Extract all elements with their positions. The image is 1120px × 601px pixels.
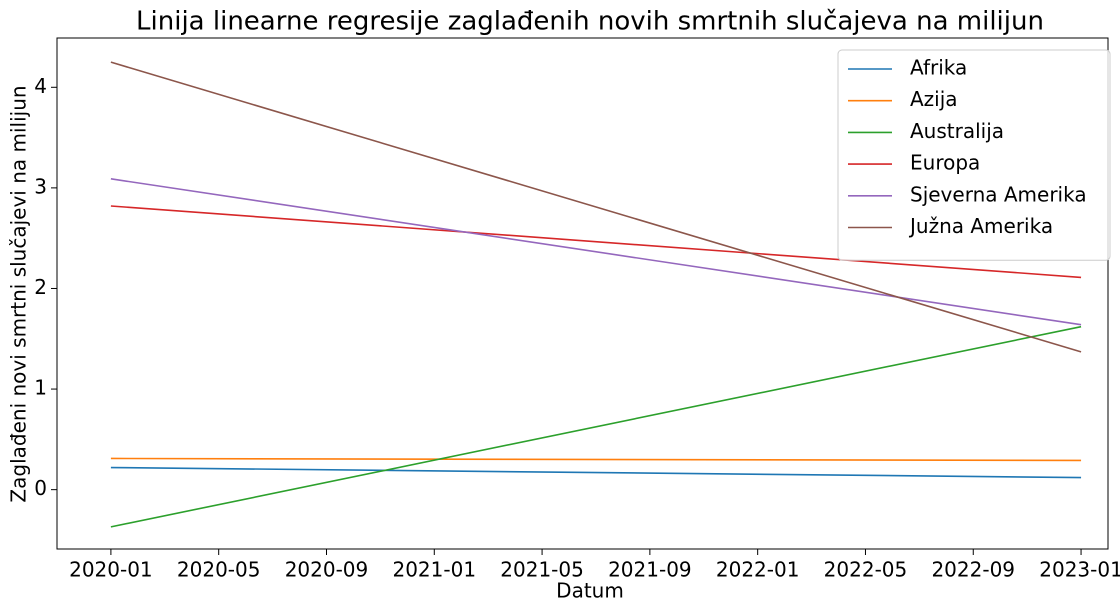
series-line: [110, 61, 1082, 353]
x-tick-label: 2023-01: [1039, 558, 1120, 582]
x-tick-label: 2021-01: [392, 558, 476, 582]
y-tick-label: 4: [34, 74, 47, 98]
legend-label: Sjeverna Amerika: [910, 182, 1087, 206]
legend-label: Europa: [910, 151, 980, 175]
x-tick-label: 2020-01: [69, 558, 153, 582]
x-tick-label: 2021-05: [500, 558, 584, 582]
chart-title: Linija linearne regresije zaglađenih nov…: [136, 7, 1044, 37]
series-line: [110, 205, 1082, 279]
series-line: [110, 325, 1082, 528]
legend-box: [837, 49, 1111, 261]
x-axis-label: Datum: [556, 579, 624, 601]
series-line: [110, 178, 1082, 326]
x-tick-label: 2020-05: [177, 558, 261, 582]
x-tick-label: 2022-05: [824, 558, 908, 582]
x-tick-label: 2022-09: [931, 558, 1015, 582]
x-tick-label: 2020-09: [285, 558, 369, 582]
series-line: [110, 457, 1082, 462]
y-tick-label: 3: [34, 174, 47, 198]
y-tick-label: 2: [34, 275, 47, 299]
y-tick-label: 1: [34, 376, 47, 400]
legend-label: Azija: [910, 87, 958, 111]
x-tick-label: 2022-01: [716, 558, 800, 582]
series-line: [110, 466, 1082, 479]
y-tick-label: 0: [34, 476, 47, 500]
legend-label: Južna Amerika: [908, 214, 1053, 238]
x-tick-label: 2021-09: [608, 558, 692, 582]
legend-label: Australija: [910, 119, 1004, 143]
legend-label: Afrika: [910, 56, 967, 80]
y-axis-label: Zaglađeni novi smrtni slučajevi na milij…: [7, 85, 31, 502]
plot-frame: [56, 37, 1109, 550]
